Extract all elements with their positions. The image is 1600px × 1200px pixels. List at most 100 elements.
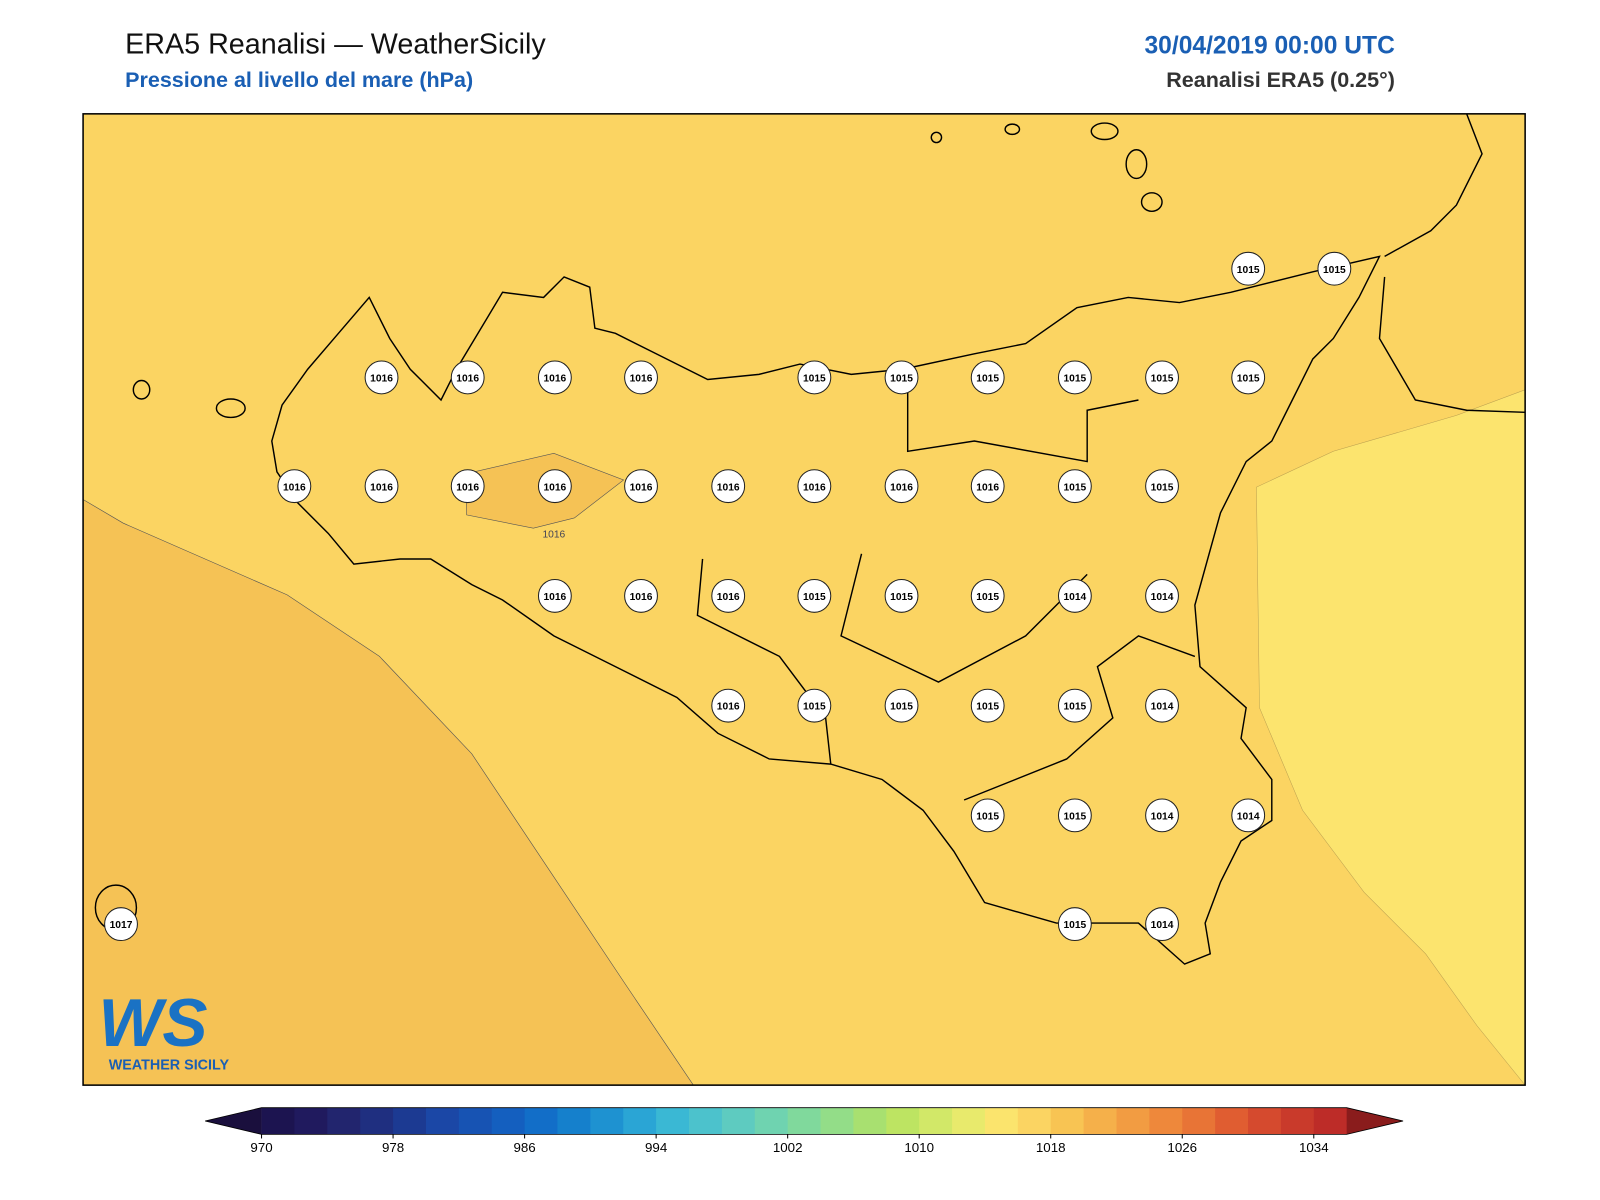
station-marker [537,578,572,613]
station-marker [1231,251,1266,286]
station-value: 1016 [976,482,999,493]
colorbar-segment [919,1107,953,1135]
colorbar-segment [1116,1107,1150,1135]
station-value: 1015 [1151,482,1174,493]
coastline [271,255,1381,965]
station-marker [104,907,138,942]
logo-mark: WS [98,986,207,1061]
station-marker [711,688,746,723]
colorbar-segment [721,1107,756,1135]
station-value: 1016 [543,482,566,493]
station-value: 1014 [1151,592,1174,603]
station-value: 1016 [543,374,566,385]
stations: 1015 1015 1016 1016 1016 1016 1015 1015 1015 1015… [104,251,1352,942]
island [930,131,943,144]
border [963,635,1196,801]
station-marker [624,360,658,395]
colorbar-segment [754,1107,789,1135]
colorbar-tick-label: 1026 [1167,1140,1197,1155]
station-value: 1014 [1063,592,1086,603]
station-marker [1145,688,1179,723]
coastline [1384,113,1483,258]
colorbar-segment [491,1107,526,1135]
station-value: 1015 [976,811,999,822]
station-value: 1015 [803,702,826,713]
station-marker [970,578,1005,613]
colorbar-tick-label: 1034 [1299,1140,1329,1155]
coastline [1378,276,1526,414]
colorbar-segment [1083,1107,1118,1135]
station-value: 1016 [717,592,740,603]
station-marker [1145,360,1179,395]
station-marker [450,360,485,395]
station-value: 1015 [1063,920,1086,931]
colorbar-segment [689,1107,723,1135]
station-marker [1057,469,1092,504]
colorbar-tick-label: 986 [513,1140,535,1155]
colorbar-segment [327,1107,361,1135]
station-marker [711,469,746,504]
colorbar-segment [853,1107,887,1135]
station-value: 1015 [803,592,826,603]
colorbar-segment [524,1107,558,1135]
station-value: 1014 [1151,702,1174,713]
colorbar-segment [952,1107,986,1135]
colorbar-segment [590,1107,624,1135]
station-marker [970,688,1005,723]
station-value: 1015 [976,374,999,385]
station-marker [537,360,572,395]
border [840,553,1088,683]
pressure-zone [1256,389,1526,1086]
station-marker [1231,798,1266,833]
station-marker [1057,578,1092,613]
station-value: 1015 [890,374,913,385]
station-marker [364,469,399,504]
station-value: 1016 [456,374,479,385]
station-marker [1231,360,1266,395]
colorbar-tick-label: 1018 [1036,1140,1066,1155]
border [696,558,832,765]
station-marker [364,360,399,395]
island [1125,149,1148,180]
colorbar-tick-label: 970 [250,1140,272,1155]
station-value: 1016 [283,482,306,493]
colorbar-over [1346,1107,1404,1135]
station-value: 1016 [456,482,479,493]
colorbar-segment [656,1107,690,1135]
island [1004,123,1021,136]
station-value: 1016 [630,374,653,385]
date: 30/04/2019 00:00 UTC [1144,32,1395,59]
station-marker [537,469,572,504]
island [132,379,151,400]
station-value: 1014 [1151,811,1174,822]
station-value: 1014 [1151,920,1174,931]
colorbar-segment [1215,1107,1249,1135]
colorbar-segment [1280,1107,1315,1135]
station-value: 1015 [1063,702,1086,713]
colorbar-segment [1149,1107,1183,1135]
island [1090,122,1119,141]
station-value: 1015 [976,702,999,713]
station-marker [1145,578,1179,613]
station-value: 1015 [1237,265,1260,276]
station-marker [797,469,832,504]
colorbar-segment [261,1107,295,1135]
station-value: 1016 [370,482,393,493]
colorbar-tick-label: 978 [382,1140,404,1155]
colorbar: 970 978 986 994 1002 1010 1018 1026 1034 [205,1107,1404,1155]
colorbar-segment [623,1107,657,1135]
colorbar-segment [1182,1107,1216,1135]
source: Reanalisi ERA5 (0.25°) [1166,68,1395,92]
colorbar-segment [557,1107,591,1135]
colorbar-segment [820,1107,854,1135]
station-marker [1317,251,1352,286]
colorbar-segment [294,1107,328,1135]
colorbar-segment [1248,1107,1282,1135]
station-marker [1057,360,1092,395]
station-marker [1145,907,1179,942]
station-value: 1015 [890,702,913,713]
station-marker [1145,798,1179,833]
station-marker [884,360,919,395]
colorbar-under [205,1107,262,1135]
